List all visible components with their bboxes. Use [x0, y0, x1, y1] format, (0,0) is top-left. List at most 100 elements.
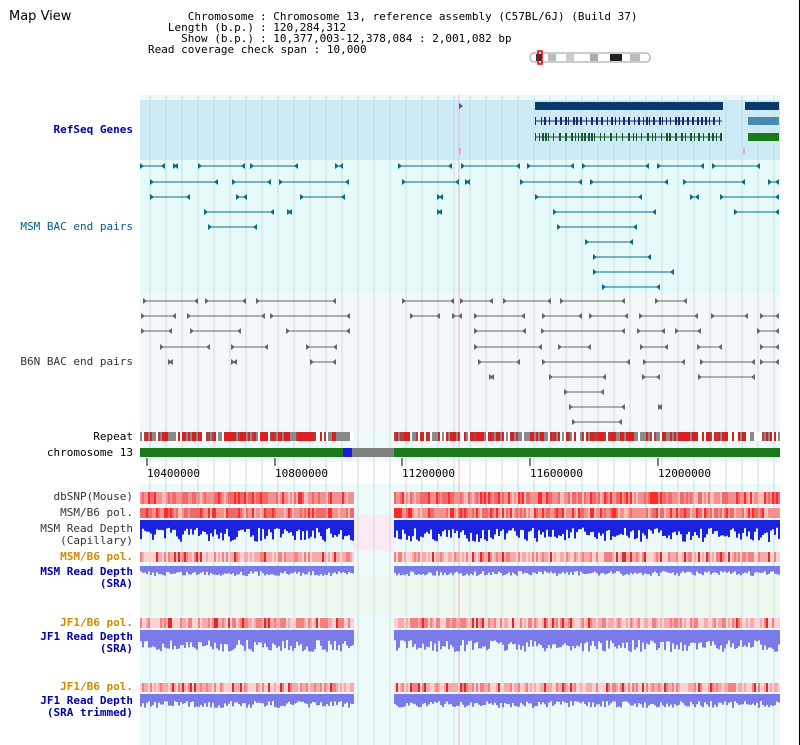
- msm-depth-sra-bar: [146, 566, 148, 575]
- jf1-pol2-heat: [622, 683, 624, 692]
- msm-depth-cap-bar: [498, 520, 500, 537]
- jf1-depth-trim-bar: [512, 694, 514, 703]
- jf1-depth-sra-bar: [650, 630, 652, 641]
- label-b6n-bac[interactable]: B6N BAC end pairs: [20, 355, 133, 368]
- dbsnp-heat: [482, 492, 484, 504]
- jf1-pol2-heat: [644, 683, 646, 692]
- dbsnp-heat: [522, 492, 524, 504]
- msm-pol-heat: [352, 508, 354, 518]
- jf1-pol2-heat: [734, 683, 736, 692]
- jf1-depth-sra-bar: [406, 630, 408, 649]
- msm-pol-heat: [520, 508, 522, 518]
- jf1-depth-trim-bar: [606, 694, 608, 702]
- jf1-depth-trim-bar: [678, 694, 680, 705]
- label-jf1-read-depth-sra[interactable]: JF1 Read Depth (SRA): [40, 631, 133, 655]
- msm-pol-heat: [708, 508, 710, 518]
- jf1-pol-heat: [338, 618, 340, 628]
- info-chromosome-row: Chromosome: Chromosome 13, reference ass…: [150, 11, 638, 22]
- b6n-bac-end: [760, 313, 764, 319]
- jf1-depth-trim-bar: [522, 694, 524, 705]
- msm-pol2-heat: [226, 552, 228, 562]
- label-msm-b6-pol-2[interactable]: MSM/B6 pol.: [60, 550, 133, 563]
- jf1-pol2-heat: [562, 683, 564, 692]
- label-jf1-read-depth-trim[interactable]: JF1 Read Depth (SRA trimmed): [40, 695, 133, 719]
- msm-depth-cap-bar: [180, 520, 182, 542]
- msm-depth-cap-bar: [698, 520, 700, 538]
- msm-pol-heat: [242, 508, 244, 518]
- jf1-depth-trim-bar: [326, 694, 328, 705]
- jf1-depth-sra-bar: [706, 630, 708, 642]
- dbsnp-heat: [742, 492, 744, 504]
- repeat-segment: [288, 432, 290, 441]
- jf1-pol-heat: [212, 618, 214, 628]
- dbsnp-heat: [696, 492, 698, 504]
- dbsnp-heat: [510, 492, 512, 504]
- label-repeat[interactable]: Repeat: [93, 430, 133, 443]
- jf1-pol2-heat: [638, 683, 640, 692]
- dbsnp-heat: [302, 492, 304, 504]
- msm-depth-sra-bar: [724, 566, 726, 572]
- msm-depth-cap-bar: [752, 520, 754, 541]
- jf1-pol-heat: [294, 618, 296, 628]
- repeat-segment: [712, 432, 714, 441]
- dbsnp-heat: [352, 492, 354, 504]
- jf1-pol2-heat: [226, 683, 228, 692]
- msm-pol-heat: [288, 508, 290, 518]
- jf1-depth-trim-bar: [716, 694, 718, 707]
- jf1-pol-heat: [186, 618, 188, 628]
- jf1-pol2-heat: [406, 683, 408, 692]
- jf1-depth-sra-bar: [456, 630, 458, 652]
- msm-pol-heat: [646, 508, 648, 518]
- jf1-depth-sra-bar: [428, 630, 430, 648]
- jf1-depth-sra-bar: [450, 630, 452, 645]
- msm-depth-cap-bar: [624, 520, 626, 528]
- msm-depth-cap-bar: [528, 520, 530, 532]
- msm-depth-sra-bar: [216, 566, 218, 576]
- repeat-segment: [616, 432, 618, 441]
- jf1-pol2-heat: [188, 683, 190, 692]
- label-refseq-genes[interactable]: RefSeq Genes: [53, 123, 133, 136]
- msm-pol2-heat: [568, 552, 570, 562]
- jf1-pol-heat: [746, 618, 748, 628]
- jf1-pol-heat: [346, 618, 348, 628]
- label-jf1-b6-pol-1[interactable]: JF1/B6 pol.: [60, 616, 133, 629]
- repeat-segment: [500, 432, 502, 441]
- jf1-depth-trim-bar: [346, 694, 348, 703]
- dbsnp-heat: [336, 492, 338, 504]
- jf1-pol2-heat: [574, 683, 576, 692]
- msm-depth-sra-bar: [402, 566, 404, 575]
- msm-depth-sra-bar: [288, 566, 290, 575]
- ideogram-band: [590, 54, 598, 61]
- label-jf1-b6-pol-2[interactable]: JF1/B6 pol.: [60, 680, 133, 693]
- msm-pol2-heat: [544, 552, 546, 562]
- msm-pol2-heat: [550, 552, 552, 562]
- label-dbsnp[interactable]: dbSNP(Mouse): [53, 490, 133, 503]
- label-chromosome[interactable]: chromosome 13: [46, 446, 133, 459]
- jf1-pol-heat: [208, 618, 210, 628]
- jf1-depth-trim-bar: [276, 694, 278, 708]
- jf1-pol-heat: [190, 618, 192, 628]
- msm-depth-sra-bar: [226, 566, 228, 574]
- msm-pol-heat: [298, 508, 300, 518]
- msm-depth-cap-bar: [638, 520, 640, 531]
- dbsnp-heat: [414, 492, 416, 504]
- jf1-pol2-heat: [404, 683, 406, 692]
- msm-depth-cap-bar: [712, 520, 714, 534]
- jf1-depth-trim-bar: [456, 694, 458, 706]
- msm-depth-sra-bar: [210, 566, 212, 574]
- jf1-depth-sra-bar: [556, 630, 558, 648]
- msm-pol2-heat: [414, 552, 416, 562]
- jf1-depth-trim-bar: [712, 694, 714, 708]
- label-msm-read-depth-sra[interactable]: MSM Read Depth (SRA): [40, 566, 133, 590]
- msm-pol2-heat: [728, 552, 730, 562]
- label-msm-b6-pol-1[interactable]: MSM/B6 pol.: [60, 506, 133, 519]
- jf1-pol-heat: [502, 618, 504, 628]
- jf1-depth-sra-bar: [548, 630, 550, 646]
- label-msm-bac[interactable]: MSM BAC end pairs: [20, 220, 133, 233]
- label-msm-read-depth-cap[interactable]: MSM Read Depth (Capillary): [40, 523, 133, 547]
- jf1-depth-trim-bar: [336, 694, 338, 705]
- msm-pol-heat: [712, 508, 714, 518]
- repeat-segment: [744, 432, 746, 441]
- dbsnp-heat: [666, 492, 668, 504]
